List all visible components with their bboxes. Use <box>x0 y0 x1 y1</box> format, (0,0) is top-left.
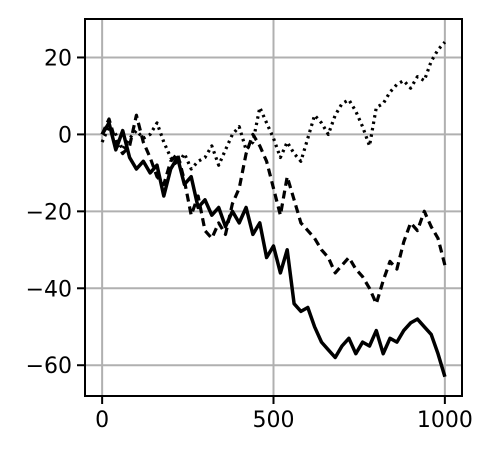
y-tick-label: −20 <box>26 200 72 225</box>
grid-lines <box>85 19 462 396</box>
y-tick-label: 0 <box>58 123 72 148</box>
series-line-3 <box>100 41 447 171</box>
x-tick-label: 0 <box>95 408 109 433</box>
series-line-1 <box>100 121 447 378</box>
series-line-2 <box>100 113 447 306</box>
x-tick-label: 500 <box>253 408 295 433</box>
y-tick-label: −40 <box>26 277 72 302</box>
axis-ticks: 0 500 1000 20 0 −20 −40 −60 <box>26 46 473 433</box>
x-tick-label: 1000 <box>417 408 473 433</box>
series-layer <box>100 41 447 378</box>
y-tick-label: −60 <box>26 354 72 379</box>
y-tick-label: 20 <box>44 46 72 71</box>
